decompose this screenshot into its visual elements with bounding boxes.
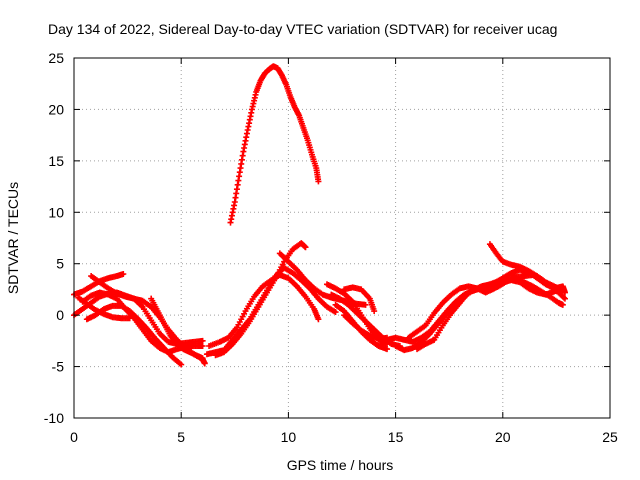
data-point	[561, 289, 568, 296]
data-point	[561, 295, 568, 302]
y-tick-label: 5	[56, 256, 64, 272]
data-point	[199, 355, 206, 362]
y-tick-label: 20	[48, 101, 64, 117]
x-tick-label: 10	[281, 429, 297, 445]
ticks	[73, 57, 611, 419]
y-tick-label: 0	[56, 307, 64, 323]
data-point	[384, 346, 391, 353]
data-point	[199, 343, 206, 349]
series-s1	[71, 271, 127, 298]
series-s7	[148, 295, 206, 362]
data-point	[201, 360, 208, 367]
series-s20	[405, 277, 566, 341]
data-point	[362, 301, 369, 308]
series-s15	[332, 301, 391, 353]
series-s12	[227, 63, 322, 226]
y-tick-label: -10	[44, 410, 64, 426]
x-axis-label: GPS time / hours	[287, 457, 394, 473]
x-tick-label: 25	[602, 429, 618, 445]
data-point	[199, 337, 206, 344]
y-tick-label: -5	[52, 359, 65, 375]
x-tick-label: 15	[388, 429, 404, 445]
series-s16	[341, 284, 378, 315]
plot-area	[71, 63, 568, 368]
data-point	[120, 271, 127, 277]
data-point	[559, 301, 566, 308]
y-tick-label: 25	[48, 50, 64, 66]
chart-title: Day 134 of 2022, Sidereal Day-to-day VTE…	[48, 21, 557, 37]
y-tick-labels: 25 20 15 10 5 0 -5 -10	[44, 50, 64, 426]
data-point	[178, 361, 185, 368]
data-point	[371, 308, 378, 315]
data-point	[332, 309, 339, 316]
x-tick-label: 20	[495, 429, 511, 445]
data-point	[560, 294, 567, 301]
plot-frame	[73, 57, 611, 419]
x-tick-label: 5	[177, 429, 185, 445]
series-s9	[203, 264, 339, 358]
data-point	[315, 178, 322, 185]
y-tick-label: 10	[48, 204, 64, 220]
data-point	[315, 316, 322, 323]
series-s5	[75, 294, 133, 322]
grid	[74, 58, 610, 418]
x-tick-label: 0	[70, 429, 78, 445]
x-tick-labels: 0 5 10 15 20 25	[70, 429, 618, 445]
y-tick-label: 15	[48, 153, 64, 169]
series-s10	[212, 240, 309, 359]
y-axis-label: SDTVAR / TECUs	[5, 182, 21, 294]
data-point	[302, 244, 309, 251]
data-point	[126, 315, 133, 322]
series-s22	[414, 266, 568, 353]
